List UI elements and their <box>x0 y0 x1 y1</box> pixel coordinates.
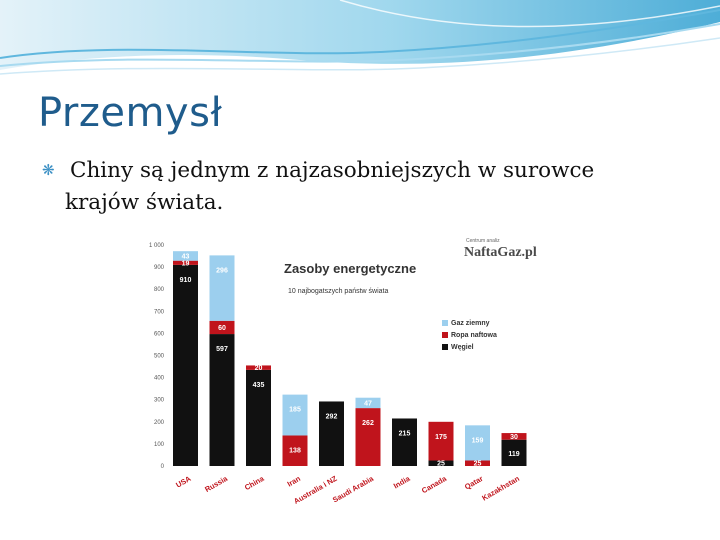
bar-segment <box>246 369 271 466</box>
data-label: 435 <box>253 382 265 389</box>
legend-label: Gaz ziemny <box>451 320 490 327</box>
data-label: 43 <box>182 253 190 260</box>
bar-segment <box>173 264 198 466</box>
y-tick-label: 200 <box>154 420 165 426</box>
chart-subtitle: 10 najbogatszych państw świata <box>288 288 388 295</box>
data-label: 20 <box>255 365 263 372</box>
slide-title: Przemysł <box>38 90 223 136</box>
y-tick-label: 1 000 <box>149 243 165 249</box>
bar-segment <box>209 255 235 321</box>
legend-swatch <box>442 320 448 326</box>
data-label: 296 <box>216 267 228 274</box>
y-tick-label: 100 <box>154 442 165 448</box>
x-tick-label: China <box>243 474 266 493</box>
data-label: 25 <box>437 461 445 468</box>
bullet-text-line2: krajów świata. <box>65 190 224 215</box>
x-tick-label: Iran <box>286 474 303 489</box>
data-label: 185 <box>289 407 301 414</box>
legend-label: Ropa naftowa <box>451 332 497 339</box>
bullet-text-line1: Chiny są jednym z najzasobniejszych w su… <box>70 158 595 183</box>
data-label: 175 <box>435 434 447 441</box>
y-tick-label: 500 <box>154 354 165 360</box>
data-label: 159 <box>472 437 484 444</box>
x-tick-label: Canada <box>420 474 449 496</box>
data-label: 910 <box>180 277 192 284</box>
y-tick-label: 0 <box>161 464 165 470</box>
bar-segment <box>428 421 454 461</box>
source-tag: Centrum analiz <box>466 238 500 244</box>
legend-label: Węgiel <box>451 344 474 351</box>
x-tick-label: Saudi Arabia <box>331 474 376 505</box>
legend-swatch <box>442 332 448 338</box>
data-label: 19 <box>182 260 190 267</box>
y-tick-label: 600 <box>154 331 165 337</box>
x-tick-label: India <box>392 474 412 491</box>
bar-segment <box>209 334 235 466</box>
x-tick-label: Qatar <box>463 474 485 492</box>
data-label: 597 <box>216 346 228 353</box>
bullet-marker-icon: ❋ <box>42 161 55 179</box>
bar-segment <box>392 418 417 466</box>
x-tick-label: USA <box>174 474 193 490</box>
bar-segment <box>173 251 198 261</box>
bar-segment <box>282 394 308 436</box>
bar-segment <box>465 425 490 461</box>
y-tick-label: 300 <box>154 398 165 404</box>
bar-segment <box>501 439 527 466</box>
x-tick-label: Russia <box>203 474 230 495</box>
data-label: 262 <box>362 420 374 427</box>
data-label: 25 <box>474 461 482 468</box>
data-label: 47 <box>364 400 372 407</box>
bar-segment <box>355 397 381 409</box>
data-label: 215 <box>399 430 411 437</box>
data-label: 292 <box>326 413 338 420</box>
bar-segment <box>501 433 527 440</box>
x-tick-label: Kazakhstan <box>480 474 521 503</box>
data-label: 60 <box>218 325 226 332</box>
y-tick-label: 400 <box>154 376 165 382</box>
chart-title: Zasoby energetyczne <box>284 261 416 276</box>
bar-segment <box>428 460 454 466</box>
y-tick-label: 700 <box>154 309 165 315</box>
bar-segment <box>173 260 198 265</box>
bar-segment <box>209 320 235 335</box>
bar-segment <box>465 460 490 466</box>
source-logo: NaftaGaz.pl <box>464 245 537 260</box>
bar-segment <box>355 408 381 466</box>
bar-segment <box>246 365 271 370</box>
slide-header-decoration <box>0 0 720 75</box>
data-label: 30 <box>510 434 518 441</box>
bar-segment <box>319 401 344 466</box>
y-tick-label: 900 <box>154 265 165 271</box>
data-label: 138 <box>289 448 301 455</box>
y-tick-label: 800 <box>154 287 165 293</box>
bar-segment <box>282 435 308 466</box>
data-label: 119 <box>508 451 519 458</box>
chart-panel: 0 100 200 300 400 500 600 700 800 900 1 000 910 19 4… <box>126 230 556 520</box>
legend-swatch <box>442 344 448 350</box>
